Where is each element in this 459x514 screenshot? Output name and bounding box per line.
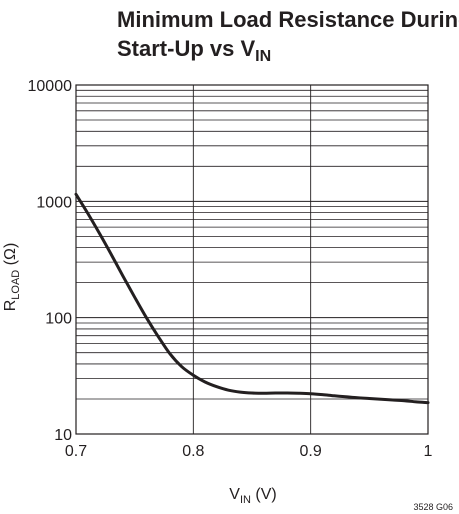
y-axis-label: RLOAD (Ω) [2, 243, 22, 312]
x-tick-label: 0.8 [182, 443, 204, 460]
y-tick-label: 1000 [36, 194, 72, 211]
chart-title-line2: Start-Up vs VIN [117, 36, 271, 65]
x-tick-labels: 0.7 0.8 0.9 1 [65, 443, 433, 460]
y-axis-label-unit: (Ω) [2, 243, 19, 270]
y-tick-labels: 10 100 1000 10000 [28, 78, 73, 444]
grid [76, 85, 428, 434]
series [74, 192, 430, 405]
x-axis-label: VIN (V) [229, 486, 276, 506]
y-axis-label-subscript: LOAD [10, 270, 22, 300]
chart-title-line1: Minimum Load Resistance During [117, 7, 459, 32]
y-tick-label: 100 [45, 311, 72, 328]
chart-title-main: Start-Up vs V [117, 36, 255, 61]
y-tick-label: 10000 [28, 78, 73, 95]
x-axis-label-main: V [229, 486, 240, 503]
figure-id: 3528 G06 [413, 502, 453, 512]
y-axis-label-main: R [2, 300, 19, 312]
x-tick-label: 0.9 [300, 443, 322, 460]
series-line-0 [74, 192, 430, 405]
x-axis-label-unit: (V) [251, 486, 277, 503]
x-tick-label: 1 [424, 443, 433, 460]
x-tick-label: 0.7 [65, 443, 87, 460]
x-axis-label-subscript: IN [240, 494, 251, 506]
y-tick-label: 10 [54, 427, 72, 444]
chart-title-subscript: IN [255, 48, 271, 65]
plot-frame [75, 84, 429, 435]
